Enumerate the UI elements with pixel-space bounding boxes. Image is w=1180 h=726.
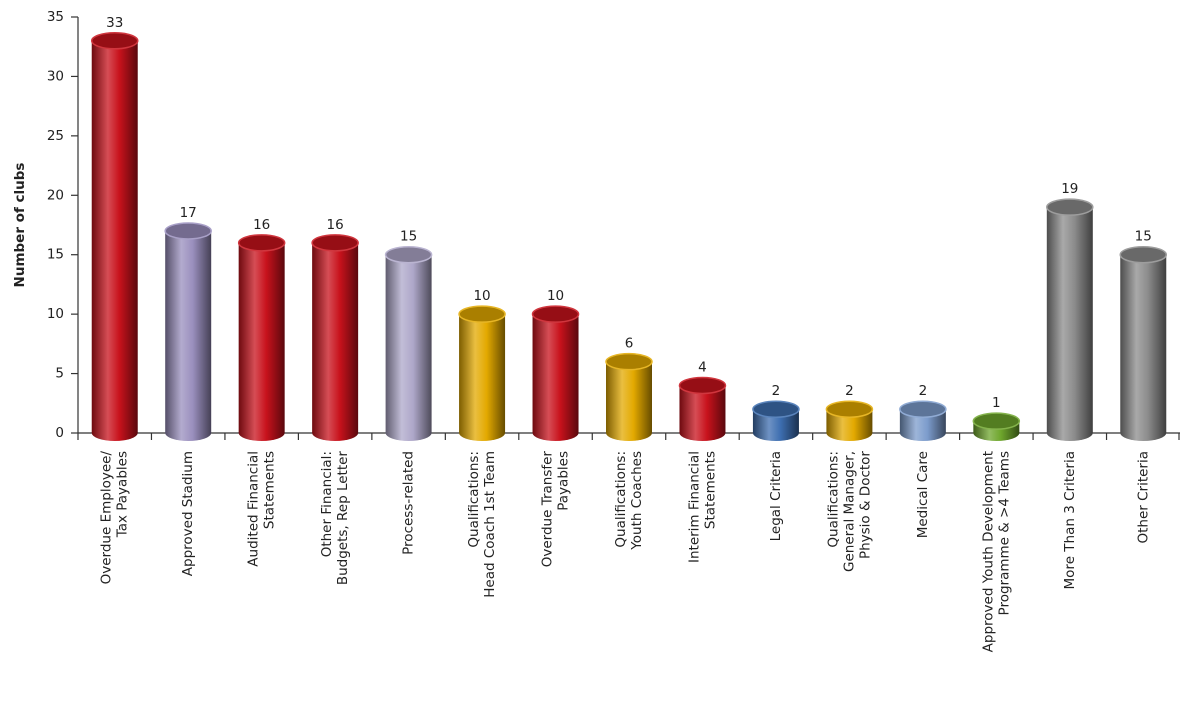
y-tick-label: 0 [55, 425, 64, 441]
bar-top [825, 400, 874, 418]
x-tick-label: Physio & Doctor [857, 451, 873, 559]
value-label: 16 [327, 217, 344, 233]
y-tick-label: 10 [47, 306, 64, 322]
x-tick-label: General Manager, [841, 451, 857, 572]
y-tick-label: 25 [47, 128, 64, 144]
x-tick-label: Other Financial: [319, 451, 335, 557]
x-tick-label: Legal Criteria [768, 451, 784, 541]
x-tick-label: Interim Financial [686, 451, 702, 563]
y-tick-label: 35 [47, 9, 64, 25]
bar-top [752, 400, 800, 418]
y-tick-label: 30 [47, 68, 64, 84]
value-label: 2 [845, 383, 854, 399]
x-tick-label: Tax Payables [115, 451, 131, 538]
value-label: 4 [698, 359, 707, 375]
bar-top [311, 234, 359, 252]
x-tick-label: More Than 3 Criteria [1062, 451, 1078, 589]
x-tick-label: Budgets, Rep Letter [335, 451, 351, 586]
x-tick-label: Approved Youth Development [980, 451, 996, 652]
value-label: 2 [919, 383, 928, 399]
value-label: 17 [180, 205, 197, 221]
value-label: 2 [772, 383, 781, 399]
bar-top [237, 234, 286, 252]
x-tick-label: Approved Stadium [180, 451, 196, 576]
x-tick-label: Overdue Employee/ [99, 451, 115, 585]
x-tick-label: Medical Care [915, 451, 931, 538]
value-label: 33 [106, 15, 123, 31]
x-tick-label: Payables [556, 451, 572, 511]
x-tick-label: Qualifications: [466, 451, 482, 548]
bar-top [384, 245, 433, 264]
bar-top [899, 400, 947, 418]
x-tick-label: Programme & >4 Teams [996, 451, 1012, 615]
x-tick-label: Head Coach 1st Team [482, 451, 498, 598]
bar [532, 314, 579, 433]
x-tick-label: Process-related [401, 451, 417, 555]
x-tick-label: Overdue Transfer [540, 451, 556, 568]
value-label: 6 [625, 336, 634, 352]
value-label: 1 [992, 395, 1001, 411]
x-tick-label: Audited Financial [246, 451, 262, 567]
value-label: 19 [1061, 181, 1078, 197]
bar [1120, 254, 1167, 433]
y-tick-label: 20 [47, 187, 64, 203]
bar [606, 361, 652, 433]
bar-top [164, 222, 212, 240]
x-tick-label: Statements [262, 451, 278, 529]
value-label: 10 [473, 288, 490, 304]
bar [238, 242, 285, 433]
y-axis-label: Number of clubs [12, 163, 28, 288]
bar-top [1046, 198, 1094, 216]
x-tick-label: Qualifications: [825, 451, 841, 548]
y-tick-label: 15 [47, 247, 64, 263]
bar-top [605, 352, 653, 371]
value-label: 15 [400, 229, 417, 245]
bar [1046, 207, 1093, 433]
x-tick-label: Statements [702, 451, 718, 529]
x-tick-label: Qualifications: [613, 451, 629, 548]
x-tick-label: Other Criteria [1135, 451, 1151, 544]
bar [165, 230, 212, 433]
bar [91, 40, 138, 434]
bar-top [531, 305, 580, 323]
bar-top [458, 305, 506, 323]
value-label: 10 [547, 288, 564, 304]
bar-top [972, 412, 1021, 430]
bar [385, 254, 432, 433]
value-label: 16 [253, 217, 270, 233]
bar [312, 242, 359, 433]
bar-top [90, 32, 139, 50]
bar [459, 314, 506, 433]
x-tick-label: Youth Coaches [629, 451, 645, 551]
bar-top [1119, 245, 1168, 264]
value-label: 15 [1135, 229, 1152, 245]
y-tick-label: 5 [55, 366, 64, 382]
bar-top [678, 376, 727, 395]
